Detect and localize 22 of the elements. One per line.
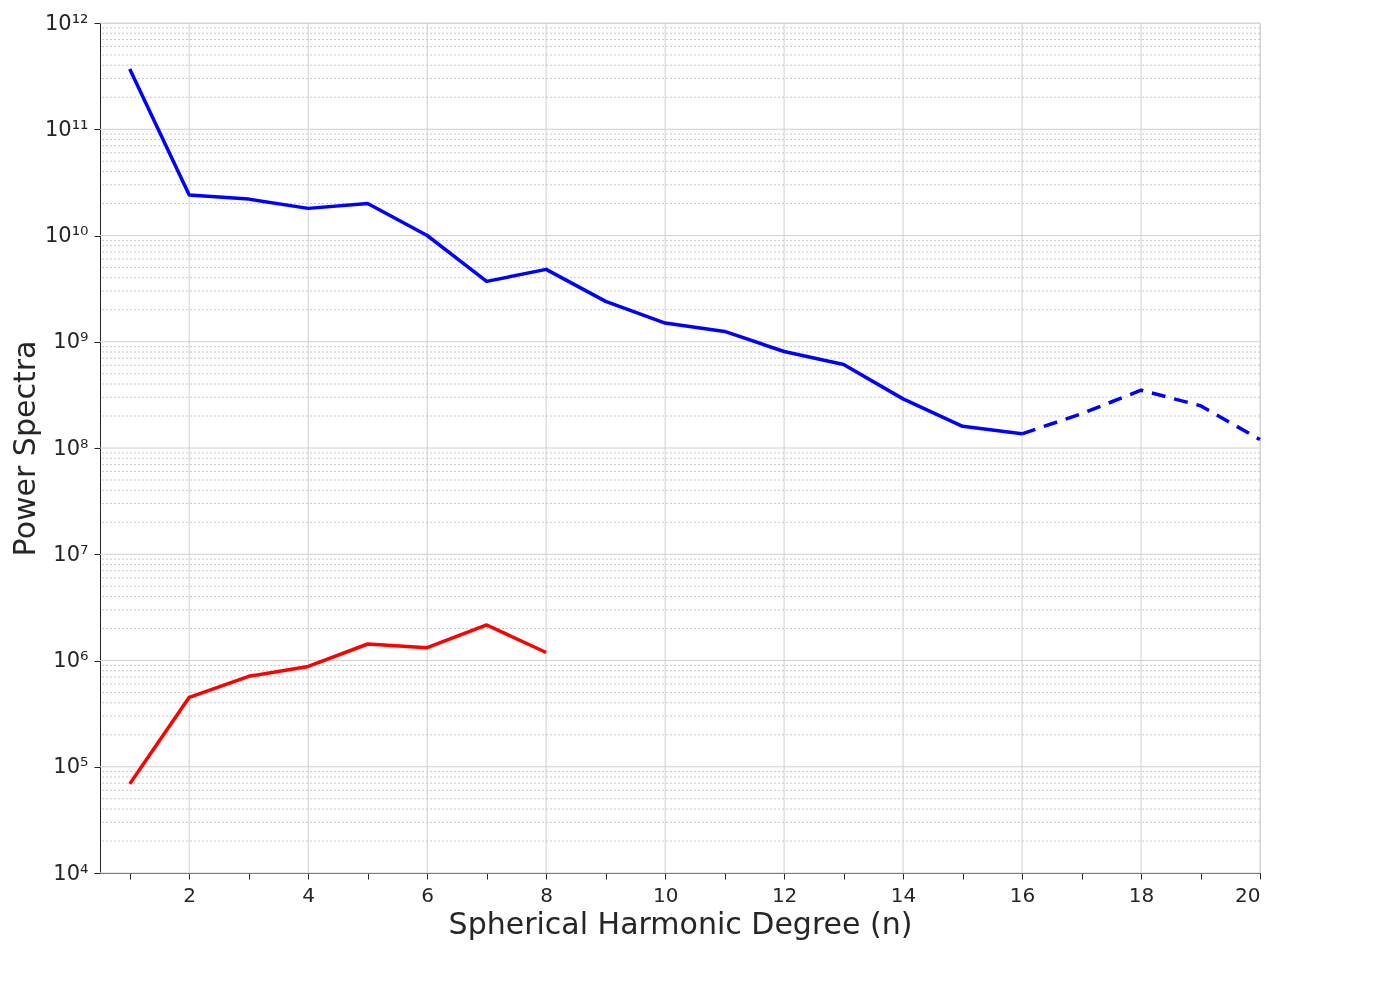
y-tick-label: 10¹⁰: [44, 223, 89, 247]
x-tick-label: 2: [183, 882, 197, 907]
x-tick-label: 14: [890, 882, 917, 907]
x-tick-label: 16: [1009, 882, 1036, 907]
y-tick-label: 10⁵: [53, 754, 89, 779]
y-tick-label: 10⁶: [53, 648, 89, 672]
y-axis-title: Power Spectra: [6, 340, 42, 557]
x-tick-label: 4: [302, 882, 316, 907]
x-tick-label: 12: [771, 882, 798, 907]
x-tick-label: 8: [540, 882, 554, 907]
x-axis-title: Spherical Harmonic Degree (n): [448, 905, 913, 941]
y-tick-label: 10⁹: [53, 329, 89, 354]
x-tick-label: 10: [652, 882, 679, 907]
y-tick-label: 10⁸: [53, 435, 89, 460]
y-tick-label: 10¹¹: [44, 116, 89, 141]
y-tick-label: 10⁴: [53, 860, 89, 885]
line-series: [127, 623, 548, 786]
y-tick-label: 10¹²: [44, 10, 89, 35]
x-tick-label: 20: [1235, 882, 1261, 907]
x-tick-label: 6: [421, 882, 435, 907]
x-tick-label: 18: [1128, 882, 1155, 907]
y-tick-label: 10⁷: [53, 541, 89, 566]
